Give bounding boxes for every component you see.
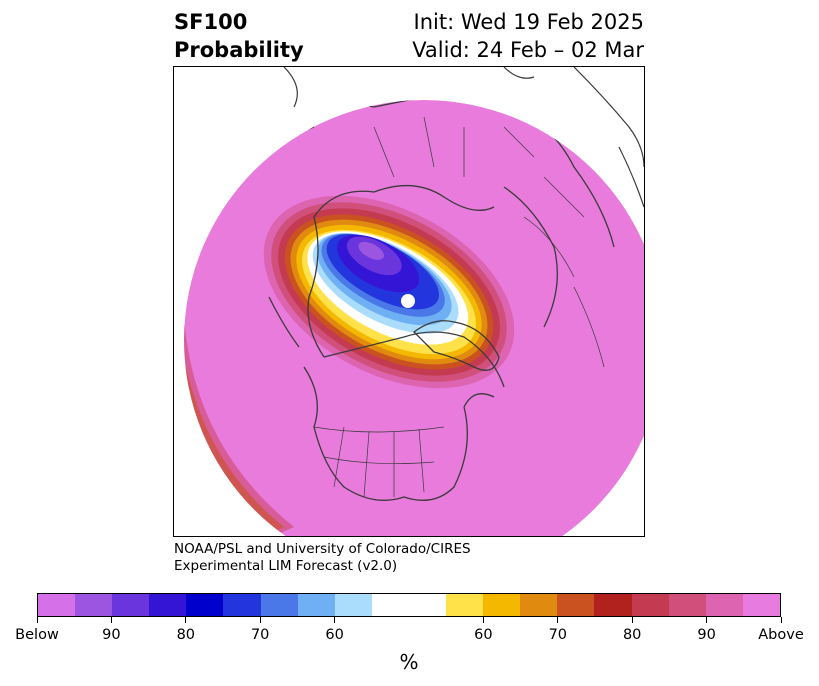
credit-line-1: NOAA/PSL and University of Colorado/CIRE… — [174, 541, 471, 557]
colorbar-tick — [706, 617, 708, 623]
title-block-left: SF100 Probability — [174, 8, 304, 64]
colorbar-segment — [446, 594, 484, 616]
colorbar-tick-label: 60 — [474, 627, 493, 643]
colorbar-tick-label: Below — [15, 627, 59, 643]
quantity-title: Probability — [174, 38, 304, 62]
colorbar-segment — [186, 594, 224, 616]
probability-map — [174, 67, 644, 536]
outer-coastlines — [283, 67, 644, 208]
pole-marker — [401, 294, 415, 308]
colorbar-tick-label: 70 — [548, 627, 568, 643]
colorbar-segment — [149, 594, 187, 616]
colorbar-segment — [75, 594, 113, 616]
colorbar-segment — [334, 594, 372, 616]
colorbar-tick-label: 90 — [697, 627, 716, 643]
colorbar-segment — [742, 594, 780, 616]
colorbar-tick — [110, 617, 112, 623]
colorbar-segment — [223, 594, 261, 616]
colorbar-segment — [631, 594, 669, 616]
colorbar-segment — [557, 594, 595, 616]
colorbar-tick — [631, 617, 633, 623]
variable-title: SF100 — [174, 10, 248, 34]
political-borders — [313, 116, 605, 498]
colorbar-segment — [260, 594, 298, 616]
map-panel — [173, 66, 645, 537]
colorbar-tick-label: 60 — [325, 627, 344, 643]
colorbar-segment — [705, 594, 743, 616]
colorbar-tick — [36, 617, 38, 623]
colorbar-tick — [482, 617, 484, 623]
colorbar-segment — [371, 594, 447, 616]
valid-range: Valid: 24 Feb – 02 Mar — [412, 38, 644, 62]
init-date: Init: Wed 19 Feb 2025 — [413, 10, 644, 34]
anomaly-bands — [263, 195, 515, 389]
colorbar — [37, 593, 781, 617]
colorbar-tick-label: 90 — [102, 627, 121, 643]
colorbar-segment — [38, 594, 76, 616]
coastlines — [263, 100, 615, 501]
colorbar-segment — [297, 594, 335, 616]
colorbar-tick — [259, 617, 261, 623]
colorbar-tick — [185, 617, 187, 623]
colorbar-segment — [483, 594, 521, 616]
colorbar-segment — [112, 594, 150, 616]
colorbar-segment — [668, 594, 706, 616]
colorbar-unit: % — [399, 650, 419, 674]
colorbar-tick — [780, 617, 782, 623]
credit-text: NOAA/PSL and University of Colorado/CIRE… — [174, 541, 471, 575]
colorbar-tick-label: 80 — [176, 627, 196, 643]
colorbar-tick-label: Above — [758, 627, 804, 643]
credit-line-2: Experimental LIM Forecast (v2.0) — [174, 558, 398, 574]
colorbar-tick-label: 80 — [622, 627, 642, 643]
colorbar-tick-label: 70 — [250, 627, 270, 643]
colorbar-segment — [594, 594, 632, 616]
title-block-right: Init: Wed 19 Feb 2025 Valid: 24 Feb – 02… — [412, 8, 644, 64]
colorbar-segment — [520, 594, 558, 616]
colorbar-tick — [557, 617, 559, 623]
colorbar-tick — [334, 617, 336, 623]
